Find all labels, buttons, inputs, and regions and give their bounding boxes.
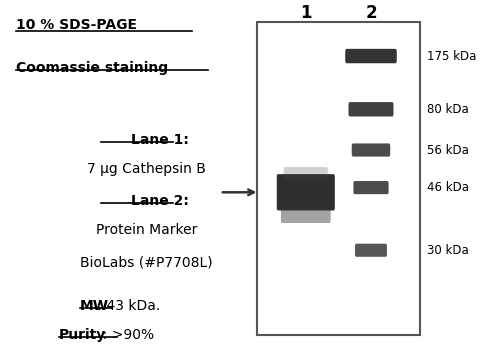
Text: 7 μg Cathepsin B: 7 μg Cathepsin B [87,162,206,176]
Text: 10 % SDS-PAGE: 10 % SDS-PAGE [16,18,137,32]
Text: Purity: Purity [59,328,106,342]
FancyBboxPatch shape [284,167,328,180]
FancyBboxPatch shape [345,49,397,63]
Text: : >90%: : >90% [59,328,154,342]
Text: Protein Marker: Protein Marker [96,223,198,237]
Text: Lane 1:: Lane 1: [131,133,189,147]
Text: : 43 kDa.: : 43 kDa. [80,299,160,313]
Text: MW: MW [80,299,109,313]
Text: BioLabs (#P7708L): BioLabs (#P7708L) [81,256,213,270]
FancyBboxPatch shape [352,143,390,157]
Text: 80 kDa: 80 kDa [427,103,468,116]
Text: 30 kDa: 30 kDa [427,244,468,257]
Text: Lane 2:: Lane 2: [131,194,189,208]
Text: Coomassie staining: Coomassie staining [16,61,168,75]
Text: 2: 2 [365,4,377,22]
Text: 56 kDa: 56 kDa [427,144,468,157]
FancyBboxPatch shape [281,206,330,223]
FancyBboxPatch shape [353,181,389,194]
Text: 1: 1 [300,4,312,22]
Text: 46 kDa: 46 kDa [427,181,469,194]
Text: 175 kDa: 175 kDa [427,50,476,63]
FancyBboxPatch shape [277,174,335,211]
FancyBboxPatch shape [355,244,387,257]
FancyBboxPatch shape [348,102,394,117]
